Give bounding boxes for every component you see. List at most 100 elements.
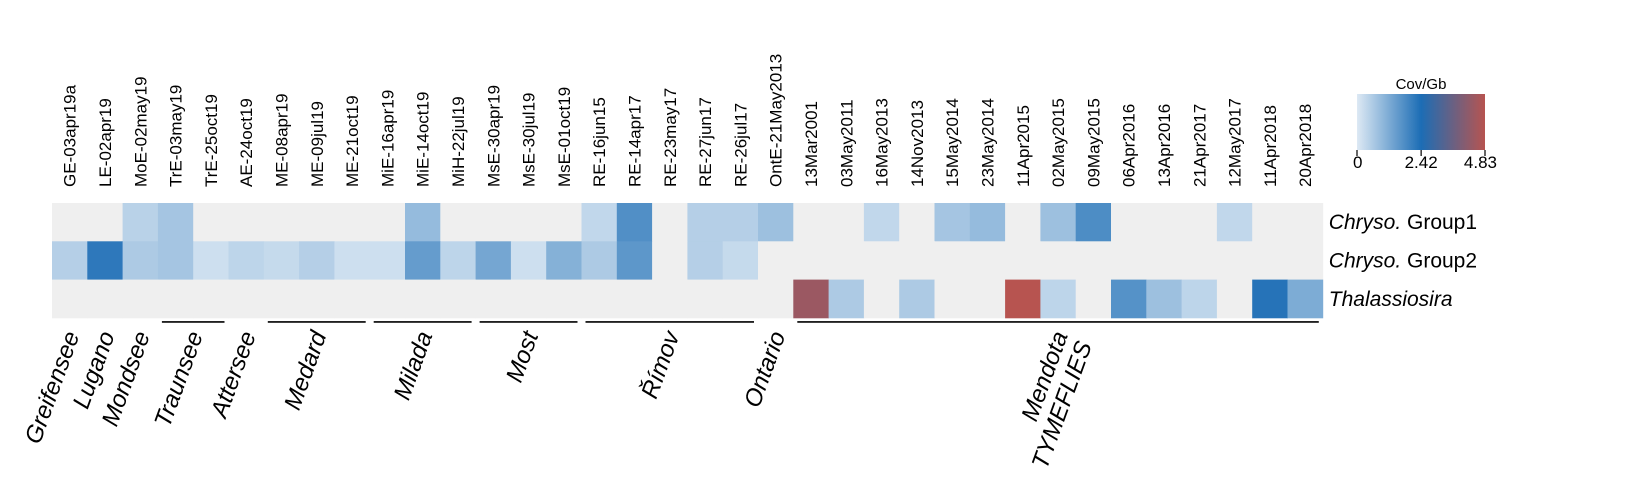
heatmap-cell [122,203,159,242]
column-label: RE-23may17 [661,88,680,187]
heatmap-cell [1111,241,1147,280]
heatmap-cell [1005,241,1041,280]
heatmap-cell [1040,279,1077,319]
column-label: RE-27jun17 [696,97,715,187]
column-label: 20Apr2018 [1296,104,1315,187]
heatmap-cell [793,241,829,280]
column-labels: GE-03apr19a LE-02apr19 MoE-02may19 TrE-03ma… [61,54,1316,187]
column-label: 15May2014 [943,98,962,187]
heatmap-cell [828,203,865,242]
heatmap-cell [1287,241,1324,280]
heatmap-cell [299,203,335,242]
heatmap-cell [652,279,688,319]
heatmap-cell [863,241,900,280]
heatmap-cell [1005,279,1041,319]
heatmap-cell [1040,241,1077,280]
heatmap-cell [157,279,194,319]
heatmap-cell [1181,203,1218,242]
heatmap-cell [228,203,265,242]
heatmap-cell [1252,241,1288,280]
group-label: Milada [389,328,439,404]
heatmap-cell [1111,203,1147,242]
column-label: 03May2011 [837,99,856,187]
column-label: 23May2014 [978,98,997,187]
heatmap-cell [722,241,759,280]
heatmap-cell [263,241,300,280]
heatmap-cell [193,279,229,319]
column-label: 11Apr2015 [1014,105,1033,187]
column-label: RE-16jun15 [590,97,609,187]
heatmap-cell [193,241,229,280]
column-label: 13Apr2016 [1155,104,1174,187]
heatmap-cell [969,279,1006,319]
group-label: Attersee [205,328,262,423]
heatmap-cell [475,241,512,280]
column-label: AE-24oct19 [237,98,256,187]
column-label: RE-26jul17 [731,103,750,187]
heatmap-cell [546,203,582,242]
heatmap-cell [87,279,123,319]
heatmap-cell [228,279,265,319]
heatmap-cell [616,203,653,242]
column-label: GE-03apr19a [61,84,80,187]
heatmap-cell [687,279,724,319]
heatmap-cell [687,203,724,242]
heatmap-cell [369,279,406,319]
column-label: 16May2013 [873,98,892,187]
column-label: OntE-21May2013 [767,54,786,187]
legend-tick-label: 0 [1353,153,1362,172]
heatmap-cell [1146,241,1182,280]
heatmap-cell [87,241,123,280]
heatmap-cell [157,241,194,280]
column-label: 11Apr2018 [1261,105,1280,187]
heatmap-cell [1252,203,1288,242]
heatmap-cell [969,241,1006,280]
heatmap-cell [1040,203,1077,242]
column-label: 02May2015 [1049,98,1068,187]
heatmap-cell [722,279,759,319]
column-label: ME-09jul19 [308,101,327,187]
heatmap-cell [652,241,688,280]
heatmap-cell [334,279,371,319]
heatmap-cell [299,241,335,280]
heatmap-cell [546,241,582,280]
heatmap-cell [1075,279,1112,319]
column-label: MiH-22jul19 [449,96,468,187]
column-label: 12May2017 [1226,98,1245,187]
column-label: 06Apr2016 [1120,104,1139,187]
group-label: Traunsee [149,328,208,431]
column-label: 09May2015 [1084,98,1103,187]
heatmap-cell [722,203,759,242]
heatmap-cell [1146,279,1182,319]
heatmap-cell [1146,203,1182,242]
column-label: LE-02apr19 [96,98,115,187]
row-labels: Chryso. Group1 Chryso. Group2 Thalassiosir… [1329,211,1477,311]
heatmap-cell [899,241,935,280]
heatmap-cell [969,203,1006,242]
heatmap-cell [1287,279,1324,319]
heatmap-cell [157,203,194,242]
heatmap-cell [52,279,88,319]
heatmap-cell [440,203,476,242]
heatmap-cell [581,203,618,242]
heatmap-cell [1252,279,1288,319]
heatmap-cell [546,279,582,319]
heatmap-cell [475,279,512,319]
heatmap-cell [1216,203,1253,242]
heatmap-cell [899,203,935,242]
heatmap-cell [616,279,653,319]
heatmap-cell [581,241,618,280]
heatmap-cell [1216,279,1253,319]
heatmap-cell [122,279,159,319]
heatmap-cells [52,203,1324,319]
column-label: 13Mar2001 [802,101,821,187]
column-label: TrE-25oct19 [202,94,221,187]
column-label: 14Nov2013 [908,100,927,187]
column-label: 21Apr2017 [1190,104,1209,187]
column-label: MsE-30apr19 [484,85,503,187]
heatmap-cell [510,241,547,280]
heatmap-cell [828,241,865,280]
heatmap-cell [1075,203,1112,242]
